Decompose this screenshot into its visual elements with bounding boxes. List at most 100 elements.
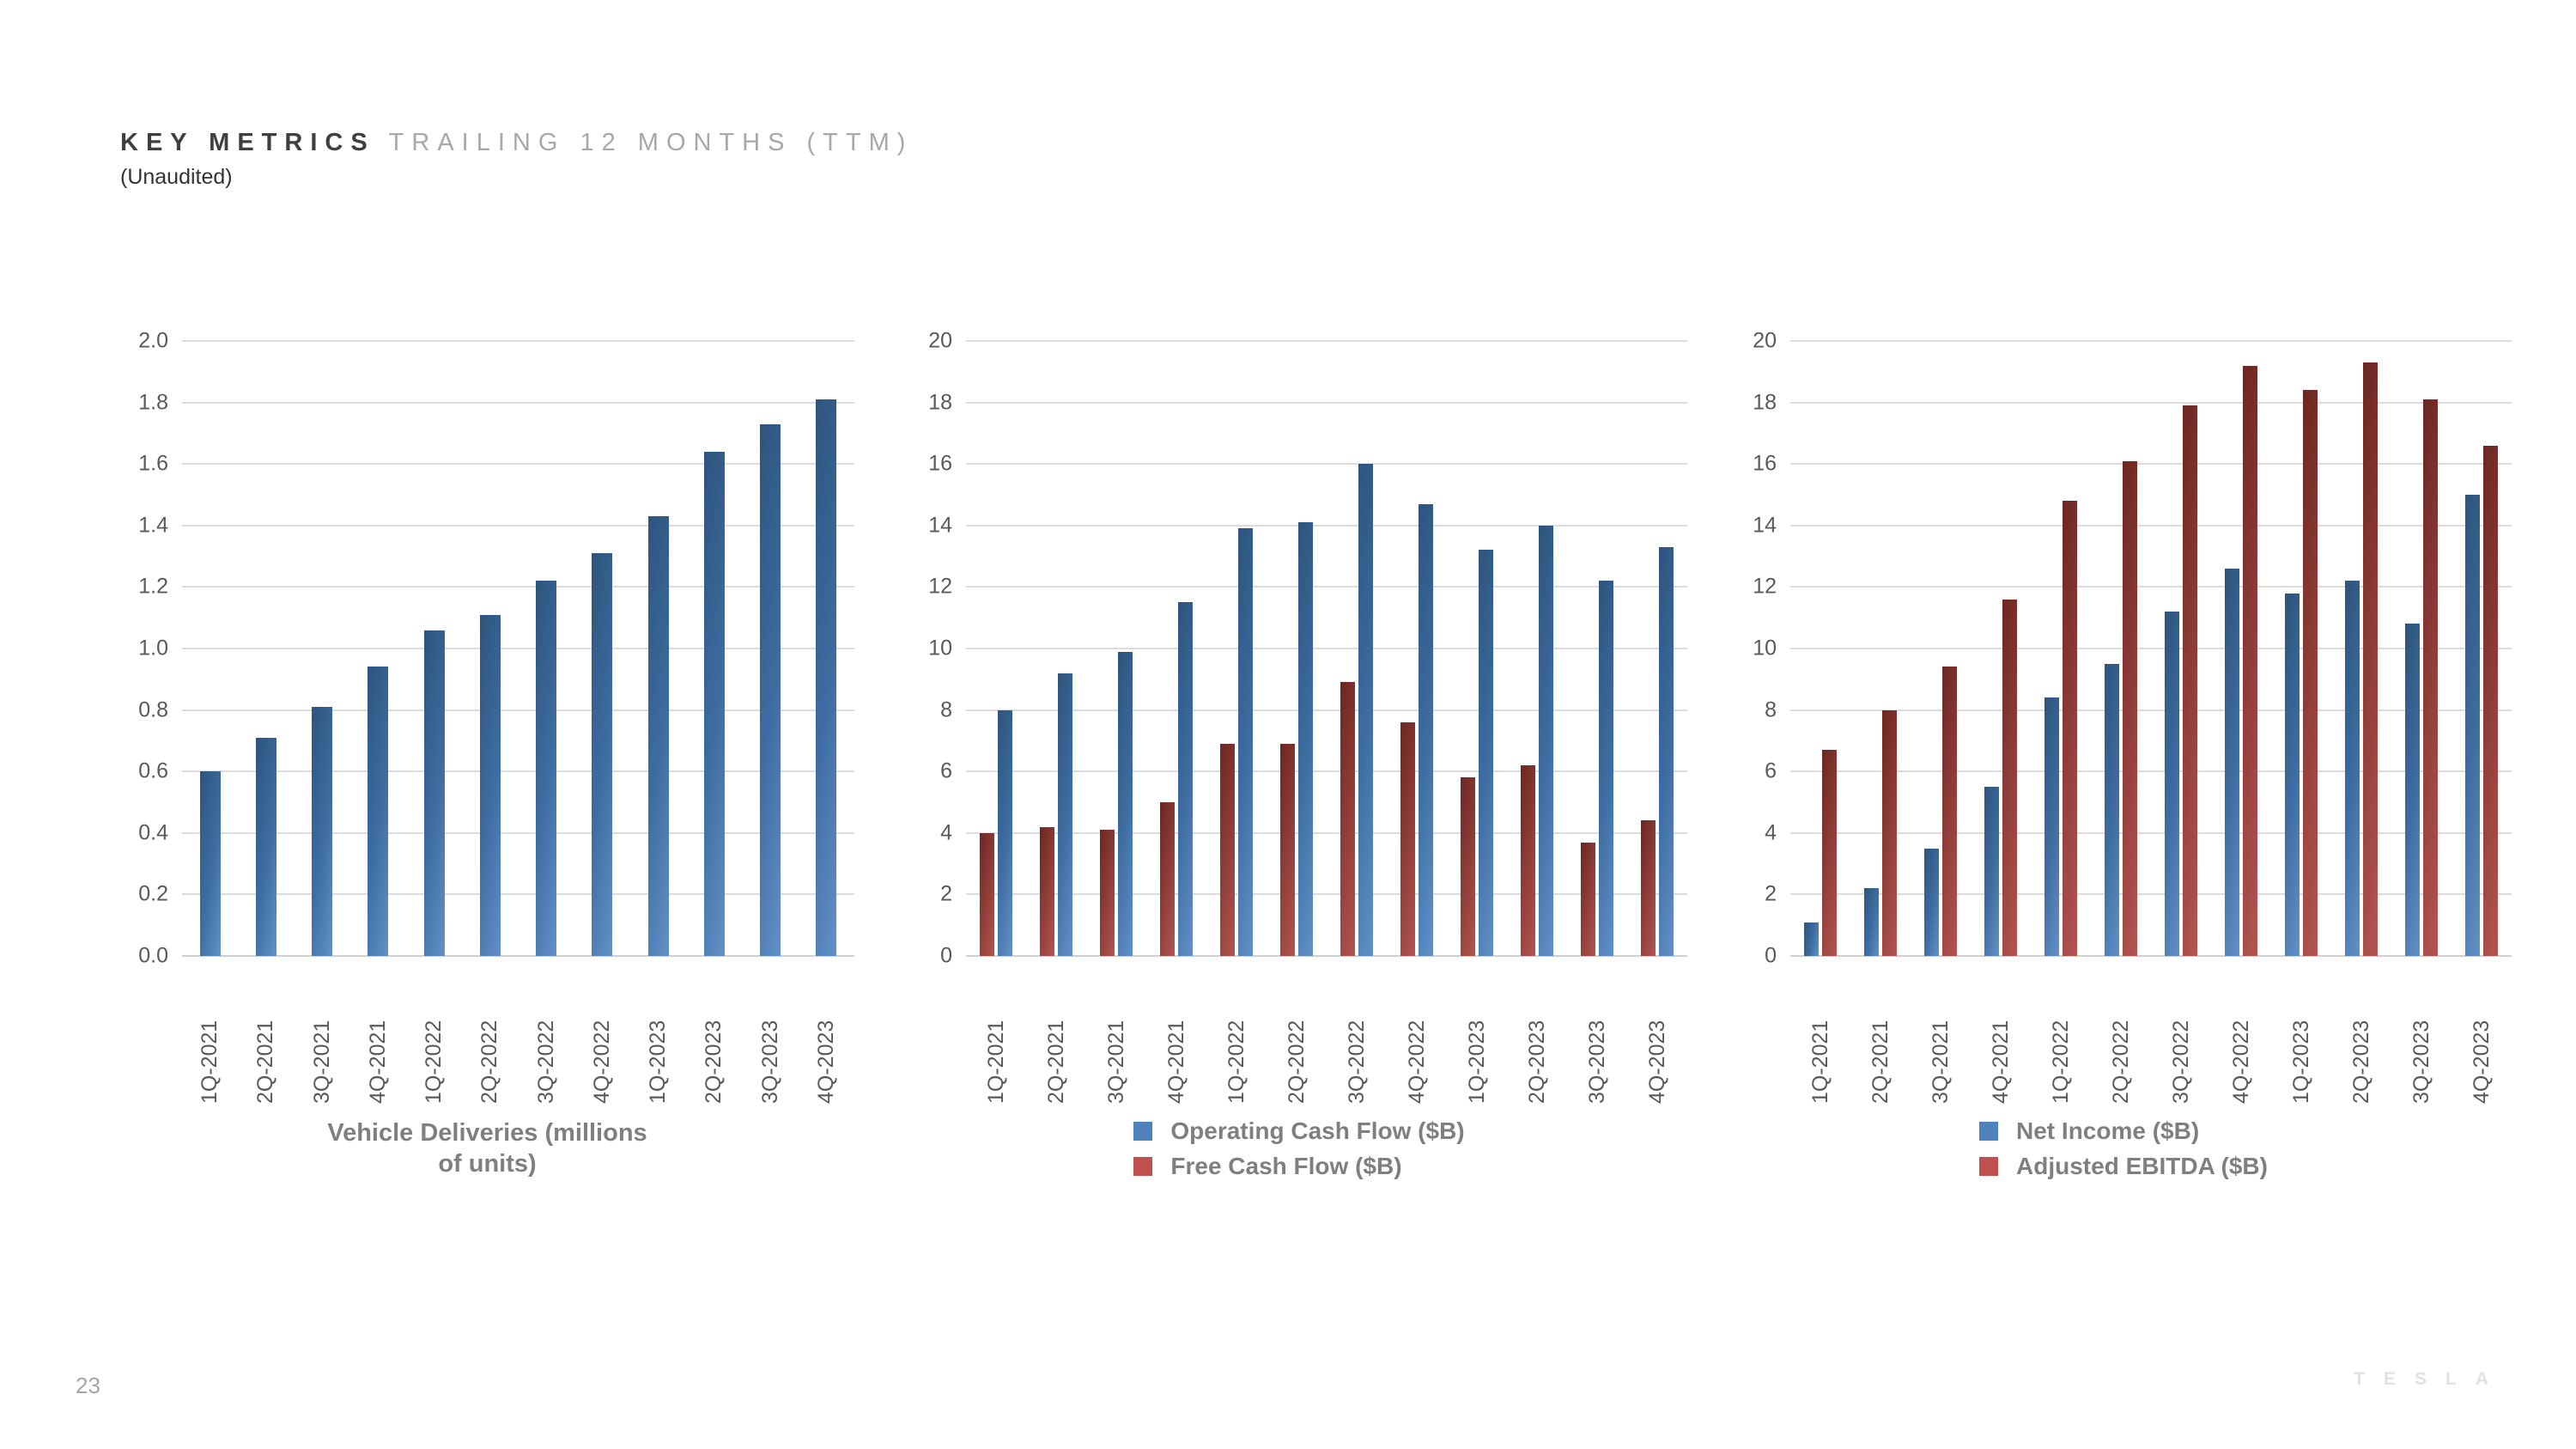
red-swatch-icon [1133,1157,1153,1176]
bar-net-income-b-4q-2023 [2465,495,2480,956]
x-tick-4q-2022: 4Q-2022 [574,977,630,1104]
x-tick-label: 2Q-2021 [1043,1020,1068,1104]
x-tick-4q-2021: 4Q-2021 [1146,977,1206,1104]
gridline [966,401,1687,404]
x-tick-3q-2021: 3Q-2021 [295,977,350,1104]
bar-vehicle-deliveries-millions-of-units-4q-2022 [592,553,613,956]
bar-vehicle-deliveries-millions-of-units-3q-2021 [312,707,333,956]
bar-net-income-b-3q-2022 [2165,612,2179,956]
chart-legend-area: Net Income ($B) Adjusted EBITDA ($B) [1735,1117,2512,1180]
y-tick-label: 12 [928,574,952,599]
bar-operating-cash-flow-b-1q-2023 [1479,550,1493,956]
bar-operating-cash-flow-b-4q-2022 [1419,503,1433,956]
legend-label: Free Cash Flow ($B) [1170,1153,1402,1179]
y-tick-label: 6 [1765,758,1777,783]
bar-net-income-b-2q-2023 [2345,581,2360,956]
x-tick-label: 1Q-2022 [2048,1020,2073,1104]
category-1q-2021 [182,341,238,956]
bar-vehicle-deliveries-millions-of-units-3q-2023 [760,423,781,956]
x-tick-4q-2021: 4Q-2021 [350,977,406,1104]
category-1q-2023 [1447,341,1507,956]
bar-vehicle-deliveries-millions-of-units-1q-2022 [423,630,445,956]
gridline [182,524,854,527]
x-tick-label: 4Q-2022 [589,1020,614,1104]
x-tick-1q-2023: 1Q-2023 [2271,977,2331,1104]
y-tick-label: 0.4 [138,820,168,845]
category-4q-2023 [799,341,854,956]
gridline [182,893,854,896]
bar-adjusted-ebitda-b-3q-2021 [1942,667,1957,956]
x-tick-label: 1Q-2021 [983,1020,1008,1104]
gridline [1790,401,2512,404]
y-tick-label: 1.0 [138,636,168,661]
y-tick-label: 0.6 [138,758,168,783]
x-tick-label: 1Q-2021 [197,1020,222,1104]
category-4q-2022 [1387,341,1447,956]
category-4q-2023 [2451,341,2512,956]
gridline [182,770,854,773]
bar-vehicle-deliveries-millions-of-units-1q-2021 [199,771,221,956]
x-tick-3q-2023: 3Q-2023 [743,977,799,1104]
category-3q-2021 [1086,341,1146,956]
x-tick-label: 2Q-2023 [1524,1020,1549,1104]
bars-layer [1790,341,2512,956]
gridline [966,831,1687,834]
x-axis: 1Q-2021 2Q-2021 3Q-2021 4Q-2021 1Q-2022 2Q-20… [966,977,1687,1104]
bar-net-income-b-1q-2023 [2285,593,2300,956]
slide-subtitle: (Unaudited) [120,165,233,189]
y-tick-label: 20 [928,328,952,353]
y-tick-label: 0.0 [138,943,168,968]
category-2q-2022 [2091,341,2151,956]
bar-net-income-b-2q-2021 [1864,888,1879,956]
y-tick-label: 16 [928,451,952,476]
x-tick-label: 1Q-2022 [1224,1020,1249,1104]
bar-adjusted-ebitda-b-2q-2023 [2363,362,2378,956]
bar-vehicle-deliveries-millions-of-units-2q-2022 [479,614,501,956]
x-tick-label: 3Q-2021 [1103,1020,1128,1104]
y-tick-label: 0.8 [138,697,168,722]
y-tick-label: 6 [940,758,952,783]
category-4q-2021 [1971,341,2031,956]
blue-swatch-icon [1979,1122,1999,1141]
bar-vehicle-deliveries-millions-of-units-2q-2023 [703,451,725,956]
bar-free-cash-flow-b-4q-2023 [1641,820,1656,956]
x-tick-4q-2022: 4Q-2022 [1387,977,1447,1104]
x-tick-3q-2023: 3Q-2023 [2391,977,2451,1104]
gridline [966,648,1687,649]
x-tick-label: 4Q-2022 [1404,1020,1429,1104]
category-2q-2021 [238,341,294,956]
y-axis: 20 18 16 14 12 10 8 6 4 2 0 [1735,329,1790,968]
chart-legend-area: Operating Cash Flow ($B) Free Cash Flow (… [911,1117,1687,1180]
bar-net-income-b-2q-2022 [2105,663,2119,956]
x-tick-4q-2023: 4Q-2023 [1627,977,1687,1104]
x-tick-1q-2022: 1Q-2022 [1206,977,1267,1104]
category-1q-2023 [2271,341,2331,956]
x-tick-2q-2022: 2Q-2022 [1267,977,1327,1104]
category-3q-2021 [295,341,350,956]
x-tick-label: 3Q-2021 [309,1020,334,1104]
bar-operating-cash-flow-b-4q-2023 [1659,546,1674,956]
y-tick-label: 0 [1765,943,1777,968]
category-4q-2022 [574,341,630,956]
y-tick-label: 10 [1753,636,1777,661]
bar-operating-cash-flow-b-3q-2021 [1118,651,1133,956]
bar-net-income-b-3q-2023 [2405,624,2420,956]
x-tick-label: 4Q-2023 [2469,1020,2494,1104]
bar-operating-cash-flow-b-2q-2023 [1539,525,1553,956]
plot-area [182,340,854,957]
x-tick-label: 1Q-2021 [1807,1020,1832,1104]
category-1q-2023 [630,341,686,956]
legend-label: Net Income ($B) [2016,1117,2200,1144]
y-tick-label: 0 [940,943,952,968]
x-tick-2q-2023: 2Q-2023 [2331,977,2391,1104]
x-tick-2q-2023: 2Q-2023 [686,977,742,1104]
chart-cash-flow: 20 18 16 14 12 10 8 6 4 2 0 1Q-2021 2Q-2021 3Q-2021 4… [911,329,1687,1180]
gridline [182,463,854,466]
x-axis: 1Q-2021 2Q-2021 3Q-2021 4Q-2021 1Q-2022 2Q-20… [1790,977,2512,1104]
x-tick-4q-2022: 4Q-2022 [2211,977,2271,1104]
bar-operating-cash-flow-b-3q-2022 [1358,464,1373,956]
y-tick-label: 1.4 [138,513,168,538]
x-tick-label: 1Q-2022 [422,1020,447,1104]
plot-area [966,340,1687,957]
x-tick-label: 4Q-2023 [1644,1020,1669,1104]
